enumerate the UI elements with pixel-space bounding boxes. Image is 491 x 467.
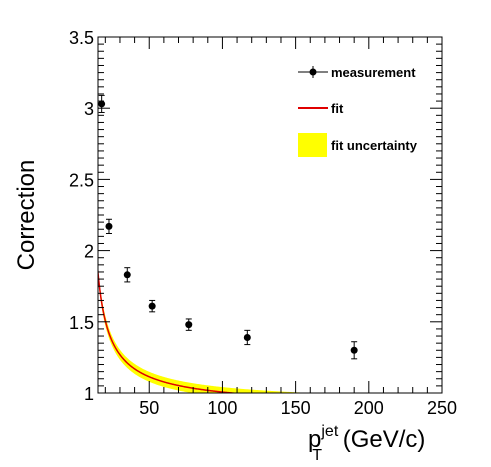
measurement-point <box>105 218 113 235</box>
y-tick-label: 3 <box>84 99 94 119</box>
y-tick-label: 2 <box>84 242 94 262</box>
measurement-marker <box>123 271 131 279</box>
x-axis-label: pjet T (GeV/c) <box>308 423 425 464</box>
legend-measurement-marker <box>309 68 317 76</box>
plot-clipped-group <box>98 94 442 393</box>
x-tick-label: 150 <box>281 398 311 418</box>
plot-frame <box>97 36 443 394</box>
x-axis-label-unit: (GeV/c) <box>336 426 425 453</box>
legend-label: fit uncertainty <box>331 138 418 153</box>
legend: measurement fit fit uncertainty <box>298 65 418 157</box>
measurement-marker <box>243 333 251 341</box>
y-tick-label: 3.5 <box>69 28 94 48</box>
x-axis-label-subscript: T <box>312 447 322 464</box>
measurement-marker <box>350 346 358 354</box>
y-axis-label: Correction <box>13 160 40 271</box>
legend-label: fit <box>331 101 344 116</box>
plot-layer <box>98 94 442 393</box>
measurement-point <box>243 329 251 346</box>
measurement-marker <box>98 100 106 108</box>
measurement-point <box>123 267 131 283</box>
measurement-marker <box>185 321 193 329</box>
measurement-marker <box>105 222 113 230</box>
x-axis-label-base: p <box>308 426 321 453</box>
x-axis-label-superscript: jet <box>320 423 338 440</box>
measurement-point <box>148 299 156 313</box>
x-tick-label: 200 <box>354 398 384 418</box>
axes-layer: 50 100 150 200 250 1 1.5 2 2.5 3 3.5 <box>69 28 457 418</box>
y-tick-label: 1.5 <box>69 313 94 333</box>
measurement-point <box>350 341 358 360</box>
measurement-point <box>98 94 106 113</box>
legend-label: measurement <box>331 65 416 80</box>
fit-uncertainty-band <box>98 267 442 393</box>
measurement-point <box>185 318 193 331</box>
y-tick-label: 1 <box>84 384 94 404</box>
y-tick-label: 2.5 <box>69 170 94 190</box>
legend-band-swatch <box>298 133 327 157</box>
x-tick-label: 250 <box>427 398 457 418</box>
x-tick-label: 50 <box>139 398 159 418</box>
measurement-marker <box>148 302 156 310</box>
fit-line <box>98 264 241 393</box>
x-tick-label: 100 <box>207 398 237 418</box>
